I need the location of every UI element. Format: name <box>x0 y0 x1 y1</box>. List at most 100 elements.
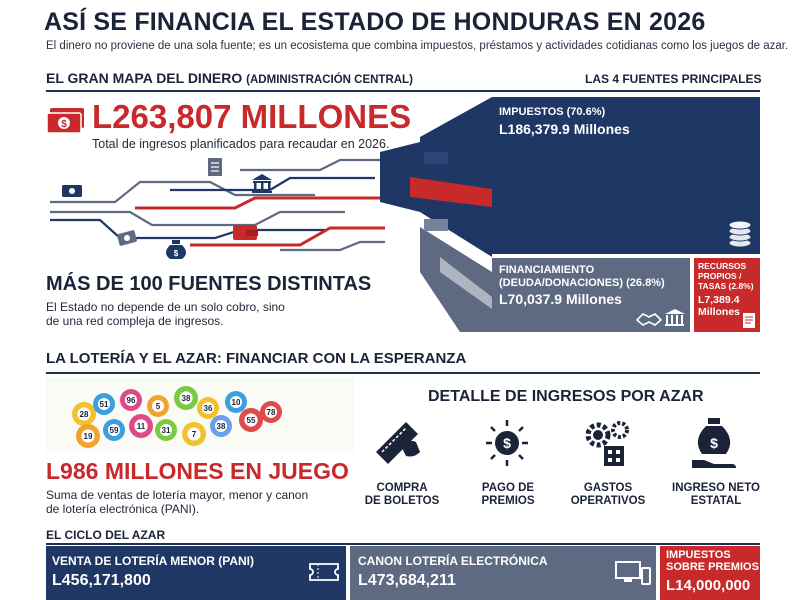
money-map-heading: EL GRAN MAPA DEL DINERO (ADMINISTRACIÓN … <box>46 70 413 86</box>
devices-icon <box>615 561 651 585</box>
cycle-electronic-canon-box: CANON LOTERÍA ELECTRÓNICA L473,684,211 <box>350 546 656 600</box>
lottery-ball: 96 <box>120 389 142 411</box>
svg-text:10: 10 <box>232 398 241 407</box>
document-icon <box>743 313 755 328</box>
money-bag-hand-icon: $ <box>690 416 740 470</box>
lottery-desc-line-1: Suma de ventas de lotería mayor, menor y… <box>46 488 309 502</box>
revenue-flow-network: $ <box>50 158 385 259</box>
lottery-ball: 51 <box>93 393 115 415</box>
svg-text:96: 96 <box>127 396 136 405</box>
detail-caption-line: PREMIOS <box>481 495 535 507</box>
detail-caption-net-income: INGRESO NETO ESTATAL <box>664 482 768 508</box>
lottery-ball: 31 <box>155 419 177 441</box>
svg-text:78: 78 <box>267 408 276 417</box>
detail-caption-tickets: COMPRA DE BOLETOS <box>352 482 452 508</box>
svg-text:5: 5 <box>156 402 161 411</box>
recursos-values: L7,389.4 Millones <box>698 294 740 318</box>
cycle-prize-taxes-value: L14,000,000 <box>666 577 751 594</box>
lottery-balls-image: 28 51 96 5 38 36 10 55 38 7 31 11 59 19 78 <box>46 378 354 453</box>
recursos-label-1: RECURSOS <box>698 261 747 271</box>
network-wallet-icon <box>233 225 258 240</box>
svg-text:$: $ <box>61 119 67 130</box>
lottery-desc-line-2: de lotería electrónica (PANI). <box>46 502 200 516</box>
four-sources-heading: LAS 4 FUENTES PRINCIPALES <box>585 72 762 86</box>
detail-caption-line: DE BOLETOS <box>364 495 440 507</box>
svg-text:59: 59 <box>110 426 119 435</box>
lottery-total-value: L986 MILLONES EN JUEGO <box>46 458 349 484</box>
cycle-prize-taxes-labels: IMPUESTOS SOBRE PREMIOS <box>666 549 759 573</box>
impuestos-box: IMPUESTOS (70.6%) L186,379.9 Millones <box>492 97 760 254</box>
page-subtitle: El dinero no proviene de una sola fuente… <box>46 40 789 52</box>
network-cash-icon <box>62 185 82 197</box>
detail-caption-prizes: PAGO DE PREMIOS <box>458 482 558 508</box>
impuestos-label: IMPUESTOS (70.6%) <box>499 106 606 118</box>
lottery-ball: 11 <box>129 414 153 438</box>
lottery-ball: 38 <box>210 415 232 437</box>
cycle-prize-taxes-box: IMPUESTOS SOBRE PREMIOS L14,000,000 <box>660 546 760 600</box>
svg-text:55: 55 <box>247 416 256 425</box>
svg-text:51: 51 <box>100 400 109 409</box>
detail-caption-line: INGRESO NETO <box>672 482 760 494</box>
sources-title: MÁS DE 100 FUENTES DISTINTAS <box>46 273 372 295</box>
lottery-heading: LA LOTERÍA Y EL AZAR: FINANCIAR CON LA E… <box>46 350 467 367</box>
lottery-ball: 19 <box>76 424 100 448</box>
svg-text:38: 38 <box>182 394 191 403</box>
detail-caption-operating: GASTOS OPERATIVOS <box>558 482 658 508</box>
svg-text:36: 36 <box>204 404 213 413</box>
detail-heading: DETALLE DE INGRESOS POR AZAR <box>428 388 704 405</box>
svg-text:$: $ <box>503 435 511 451</box>
section-divider <box>46 543 760 545</box>
handshake-bank-icon <box>635 309 685 326</box>
detail-caption-line: COMPRA <box>376 482 428 494</box>
financiamiento-box: FINANCIAMIENTO (DEUDA/DONACIONES) (26.8%… <box>492 258 690 332</box>
cycle-prize-taxes-label-2: SOBRE PREMIOS <box>666 561 759 573</box>
recursos-label-3: TASAS (2.8%) <box>698 281 754 291</box>
lottery-ball: 38 <box>174 386 198 410</box>
svg-text:19: 19 <box>84 432 93 441</box>
section-divider <box>46 90 760 92</box>
gears-icon <box>580 418 636 468</box>
sources-desc: El Estado no depende de un solo cobro, s… <box>46 300 285 328</box>
money-map-heading-note: (ADMINISTRACIÓN CENTRAL) <box>246 74 413 86</box>
cycle-lottery-sales-label: VENTA DE LOTERÍA MENOR (PANI) <box>52 554 254 568</box>
lottery-ball: 10 <box>225 391 247 413</box>
lottery-ball: 36 <box>197 397 219 419</box>
lottery-ball: 7 <box>182 422 206 446</box>
network-document-icon <box>208 158 222 176</box>
svg-text:38: 38 <box>217 422 226 431</box>
svg-text:11: 11 <box>137 422 146 431</box>
detail-caption-line: ESTATAL <box>690 495 742 507</box>
total-revenue-desc: Total de ingresos planificados para reca… <box>92 137 390 151</box>
revenue-funnel <box>380 97 492 332</box>
cycle-lottery-sales-value: L456,171,800 <box>52 572 151 589</box>
coin-stack-icon <box>728 220 752 248</box>
lottery-balls: 28 51 96 5 38 36 10 55 38 7 31 11 59 19 78 <box>72 386 282 448</box>
svg-text:31: 31 <box>162 426 171 435</box>
recursos-value-1: L7,389.4 <box>698 294 740 306</box>
prize-coin-icon: $ <box>478 418 536 468</box>
lottery-ball: 55 <box>239 408 263 432</box>
cycle-electronic-canon-value: L473,684,211 <box>358 572 456 589</box>
network-bank-icon <box>252 174 272 193</box>
recursos-label-2: PROPIOS / <box>698 271 742 281</box>
financiamiento-value: L70,037.9 Millones <box>499 291 622 307</box>
financiamiento-label-1: FINANCIAMIENTO <box>499 264 595 276</box>
detail-caption-line: GASTOS <box>583 482 633 494</box>
sources-desc-line-2: de una red compleja de ingresos. <box>46 314 224 328</box>
total-revenue-value: L263,807 MILLONES <box>92 98 412 135</box>
cycle-heading: EL CICLO DEL AZAR <box>46 528 166 542</box>
financiamiento-label-2: (DEUDA/DONACIONES) (26.8%) <box>499 277 665 289</box>
lottery-ball: 5 <box>147 395 169 417</box>
section-divider <box>46 372 760 374</box>
recursos-value-2: Millones <box>698 306 741 318</box>
svg-text:$: $ <box>710 435 718 451</box>
impuestos-value: L186,379.9 Millones <box>499 121 630 137</box>
page-title: ASÍ SE FINANCIA EL ESTADO DE HONDURAS EN… <box>44 8 706 36</box>
lottery-ball: 59 <box>103 419 125 441</box>
network-money-bag-icon: $ <box>166 240 186 259</box>
svg-text:7: 7 <box>192 430 197 439</box>
svg-text:28: 28 <box>80 410 89 419</box>
cycle-lottery-sales-box: VENTA DE LOTERÍA MENOR (PANI) L456,171,8… <box>46 546 346 600</box>
lottery-desc: Suma de ventas de lotería mayor, menor y… <box>46 488 308 516</box>
sources-desc-line-1: El Estado no depende de un solo cobro, s… <box>46 300 285 314</box>
